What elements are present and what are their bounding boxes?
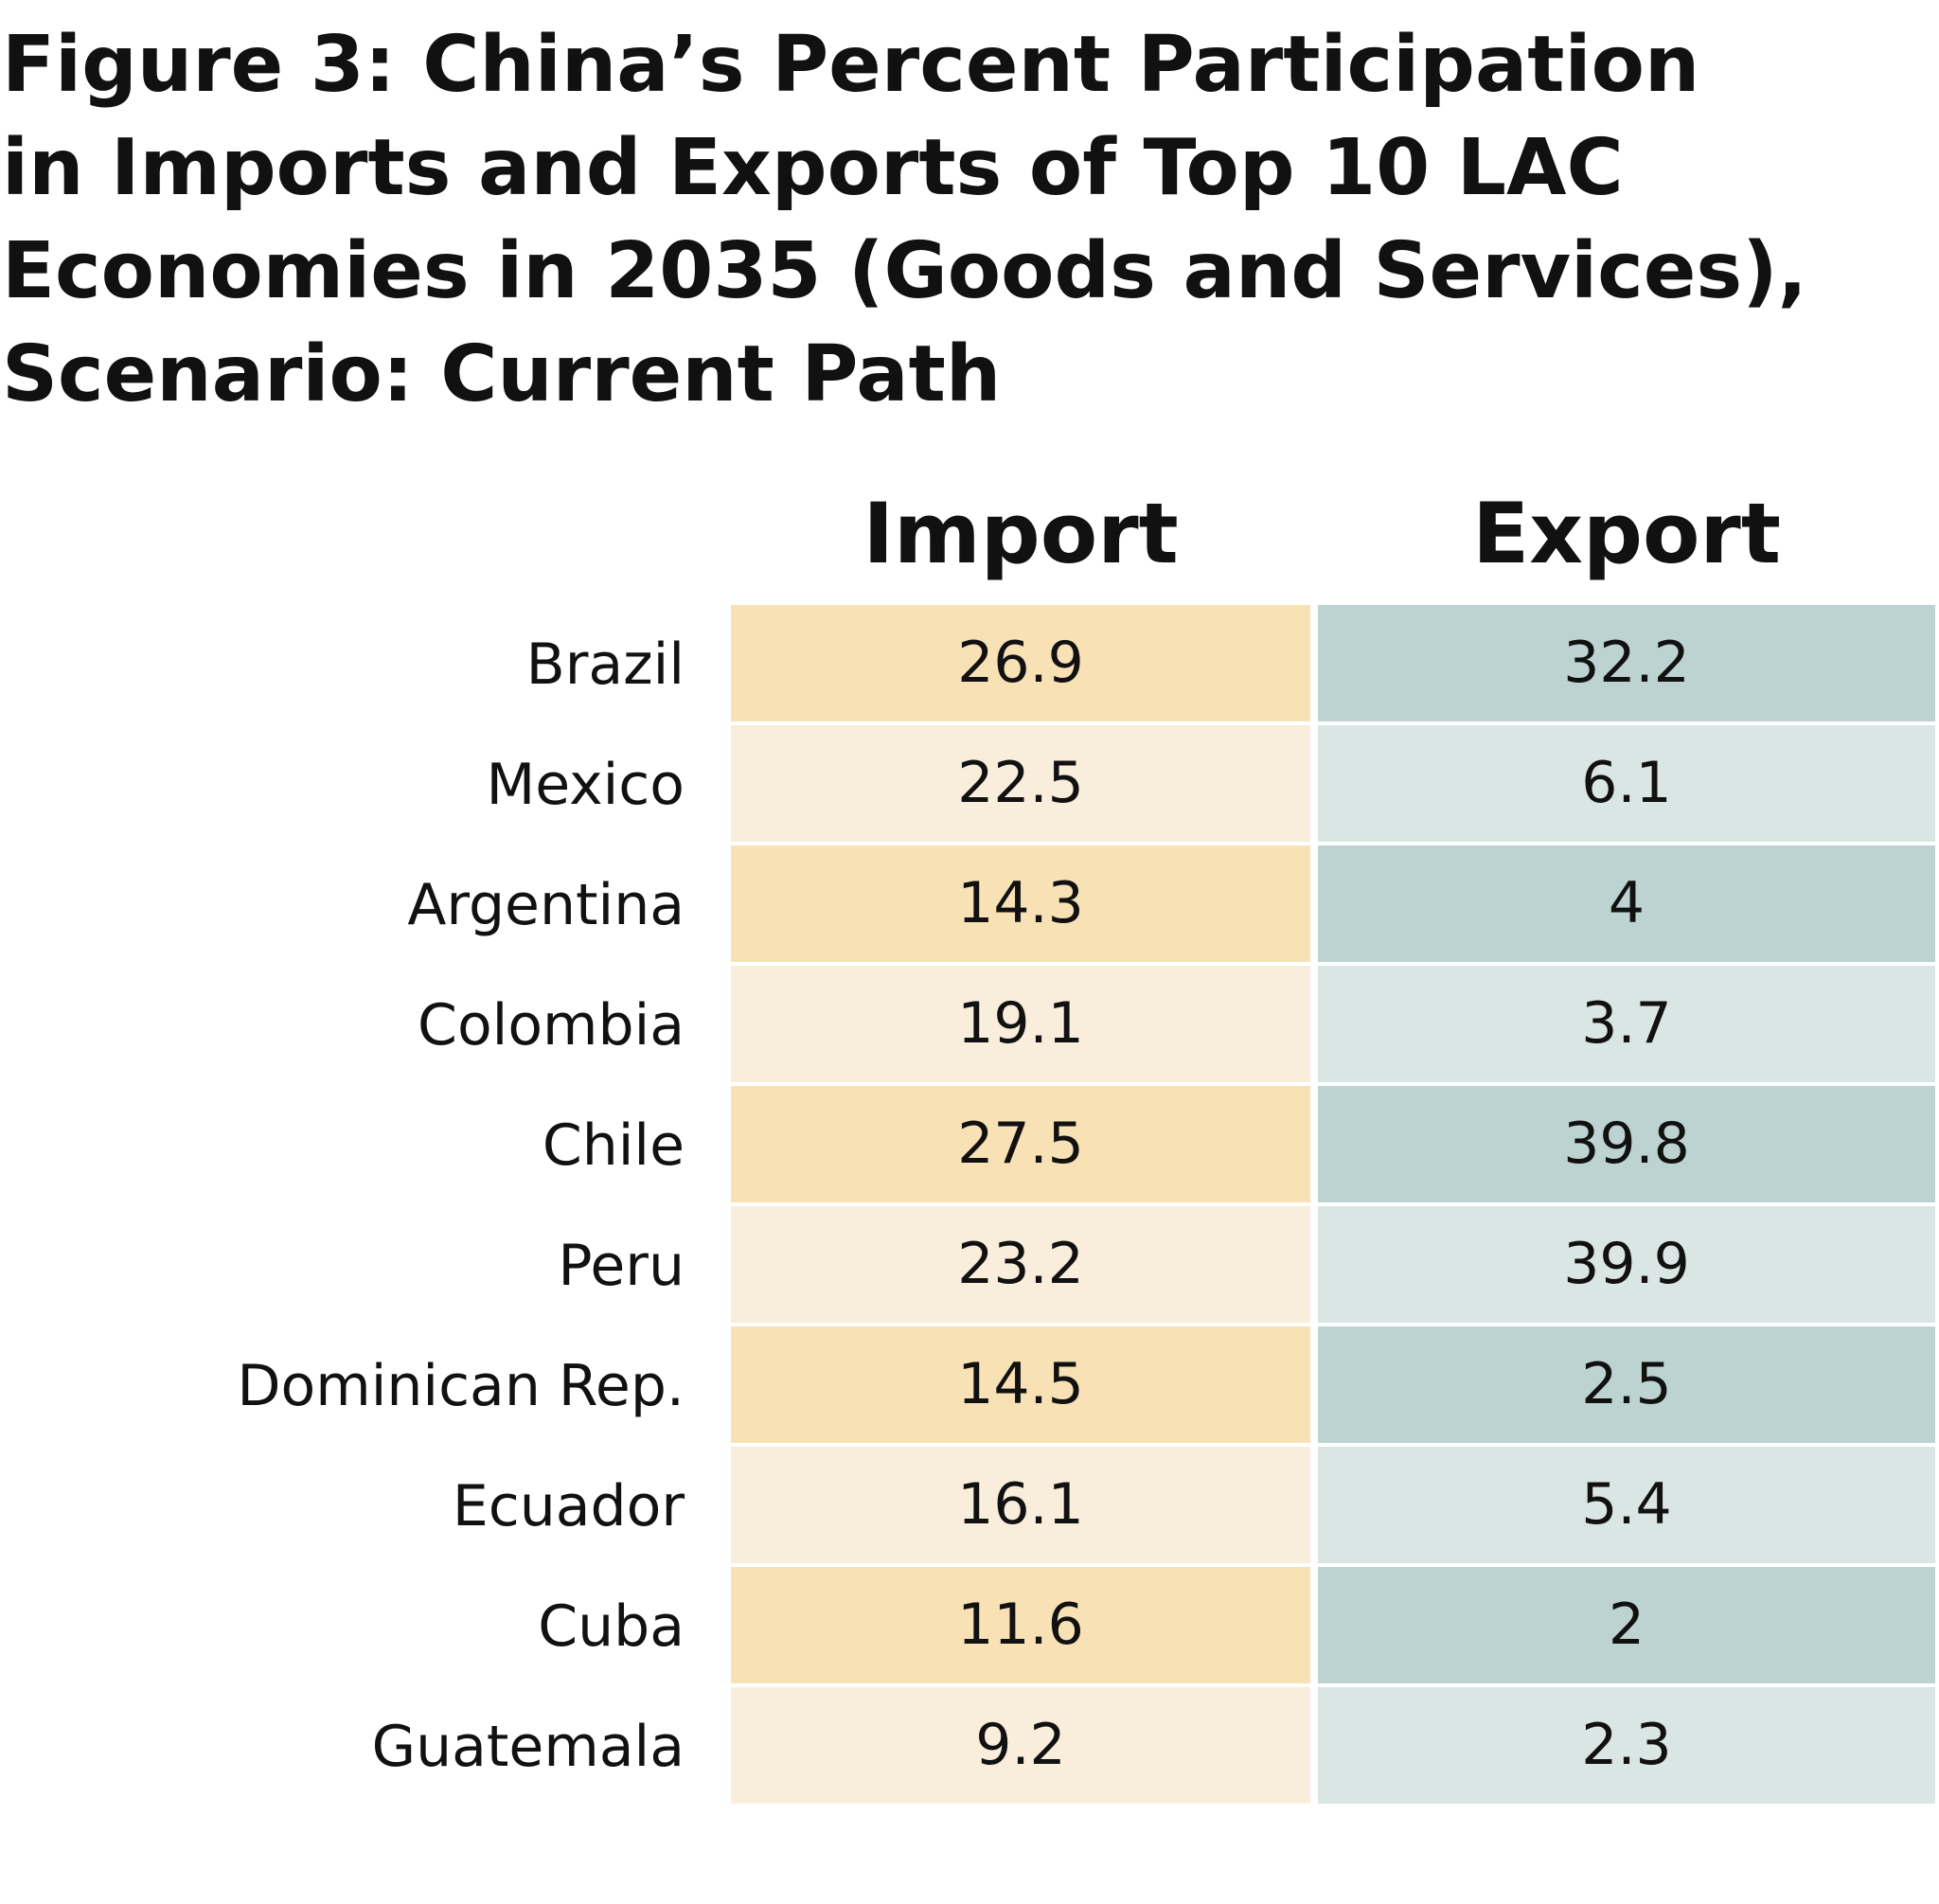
cell: 4 bbox=[1318, 845, 1935, 962]
cell: 11.6 bbox=[731, 1567, 1310, 1683]
cell: 6.1 bbox=[1318, 725, 1935, 842]
cell: 23.2 bbox=[731, 1206, 1310, 1323]
title-line: Economies in 2035 (Goods and Services), bbox=[2, 226, 1807, 316]
column-header: Import bbox=[863, 485, 1179, 582]
cell: 2 bbox=[1318, 1567, 1935, 1683]
cell: 32.2 bbox=[1318, 605, 1935, 721]
column-header: Export bbox=[1472, 485, 1781, 582]
cell: 19.1 bbox=[731, 966, 1310, 1082]
cell: 14.5 bbox=[731, 1326, 1310, 1443]
row-label: Chile bbox=[542, 1112, 685, 1179]
title-line: Scenario: Current Path bbox=[2, 329, 1002, 419]
cell: 2.5 bbox=[1318, 1326, 1935, 1443]
cell: 5.4 bbox=[1318, 1447, 1935, 1563]
cell: 26.9 bbox=[731, 605, 1310, 721]
row-label: Mexico bbox=[486, 752, 685, 818]
cell: 39.8 bbox=[1318, 1086, 1935, 1202]
cell: 14.3 bbox=[731, 845, 1310, 962]
cell: 2.3 bbox=[1318, 1687, 1935, 1804]
title-line: in Imports and Exports of Top 10 LAC bbox=[2, 123, 1624, 213]
row-label: Dominican Rep. bbox=[237, 1353, 685, 1419]
title-line: Figure 3: China’s Percent Participation bbox=[2, 20, 1700, 110]
cell: 39.9 bbox=[1318, 1206, 1935, 1323]
row-label: Cuba bbox=[538, 1593, 685, 1660]
cell: 9.2 bbox=[731, 1687, 1310, 1804]
cell: 3.7 bbox=[1318, 966, 1935, 1082]
cell: 22.5 bbox=[731, 725, 1310, 842]
row-label: Argentina bbox=[407, 872, 685, 938]
row-label: Guatemala bbox=[371, 1714, 685, 1780]
cell: 16.1 bbox=[731, 1447, 1310, 1563]
row-label: Brazil bbox=[525, 632, 685, 698]
row-label: Colombia bbox=[418, 992, 685, 1059]
row-label: Ecuador bbox=[452, 1473, 685, 1539]
row-label: Peru bbox=[558, 1233, 685, 1299]
cell: 27.5 bbox=[731, 1086, 1310, 1202]
